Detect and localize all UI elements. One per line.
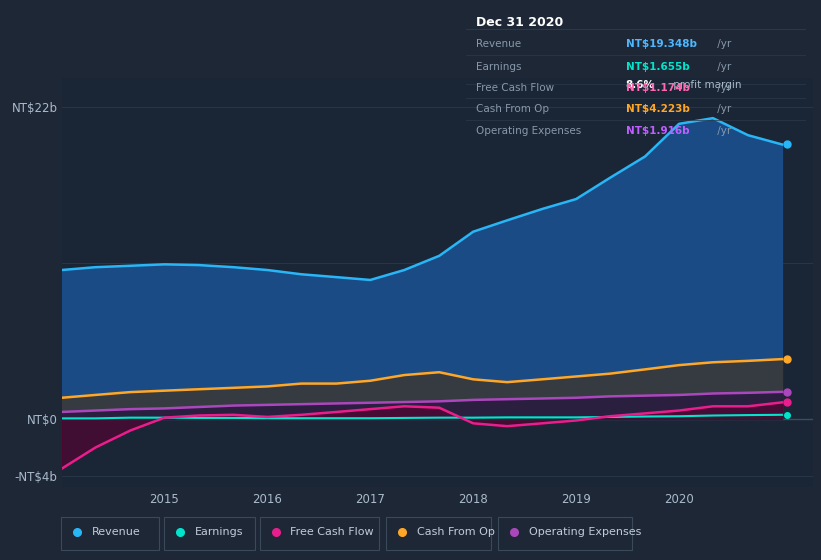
Text: 8.6%: 8.6%	[626, 80, 654, 90]
FancyBboxPatch shape	[164, 517, 255, 550]
Text: Free Cash Flow: Free Cash Flow	[475, 83, 554, 92]
FancyBboxPatch shape	[498, 517, 632, 550]
Text: Free Cash Flow: Free Cash Flow	[290, 528, 374, 538]
Text: NT$1.655b: NT$1.655b	[626, 62, 690, 72]
Text: NT$1.174b: NT$1.174b	[626, 83, 690, 92]
Text: /yr: /yr	[714, 104, 732, 114]
Text: Cash From Op: Cash From Op	[475, 104, 548, 114]
Text: NT$19.348b: NT$19.348b	[626, 39, 697, 49]
Text: Revenue: Revenue	[91, 528, 140, 538]
Text: NT$1.916b: NT$1.916b	[626, 126, 690, 136]
FancyBboxPatch shape	[61, 517, 158, 550]
Text: Earnings: Earnings	[195, 528, 243, 538]
Text: Dec 31 2020: Dec 31 2020	[475, 16, 563, 29]
Text: /yr: /yr	[714, 126, 732, 136]
Text: /yr: /yr	[714, 83, 732, 92]
Text: NT$4.223b: NT$4.223b	[626, 104, 690, 114]
FancyBboxPatch shape	[386, 517, 491, 550]
Text: Cash From Op: Cash From Op	[416, 528, 494, 538]
Text: Revenue: Revenue	[475, 39, 521, 49]
Text: /yr: /yr	[714, 62, 732, 72]
Text: profit margin: profit margin	[670, 80, 741, 90]
Text: Earnings: Earnings	[475, 62, 521, 72]
Text: Operating Expenses: Operating Expenses	[475, 126, 581, 136]
Text: Operating Expenses: Operating Expenses	[529, 528, 641, 538]
Text: /yr: /yr	[714, 39, 732, 49]
FancyBboxPatch shape	[259, 517, 379, 550]
